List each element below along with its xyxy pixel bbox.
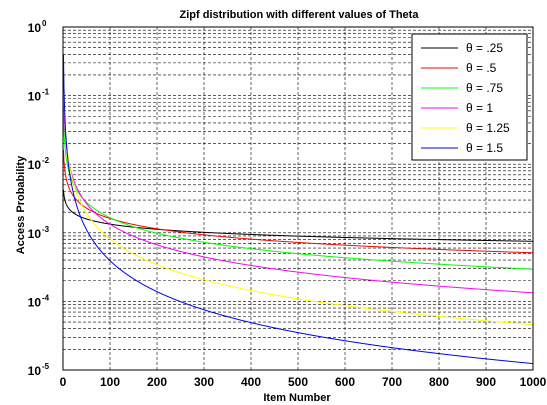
legend-entry: θ = 1.25 — [421, 121, 510, 135]
legend-entry: θ = .75 — [421, 81, 503, 95]
x-tick-label: 900 — [476, 375, 496, 389]
x-tick-label: 1000 — [520, 375, 547, 389]
x-tick-label: 800 — [429, 375, 449, 389]
y-tick-base: 10 — [28, 90, 42, 104]
x-tick-label: 700 — [382, 375, 402, 389]
legend: θ = .25 θ = .5 θ = .75 θ = 1 θ = 1.25 θ = 1.5 — [411, 33, 528, 161]
legend-entry: θ = 1.5 — [421, 141, 503, 155]
y-tick-base: 10 — [28, 21, 42, 35]
y-axis-label: Access Probability — [15, 155, 27, 254]
legend-label: θ = .75 — [466, 81, 503, 95]
y-tick-exponent: -4 — [42, 293, 50, 302]
series-line — [62, 114, 534, 270]
plot-frame — [62, 26, 534, 371]
y-tick-label: 10 -5 — [28, 362, 50, 378]
y-tick-label: 10 -4 — [28, 293, 50, 309]
y-tick-exponent: -2 — [42, 156, 50, 165]
series-lines — [62, 54, 534, 365]
x-tick-label: 300 — [194, 375, 214, 389]
series-line — [62, 54, 534, 365]
y-tick-base: 10 — [28, 364, 42, 378]
series-line — [62, 67, 534, 326]
legend-entry: θ = .5 — [421, 61, 497, 75]
legend-label: θ = 1 — [466, 101, 493, 115]
x-tick-label: 500 — [288, 375, 308, 389]
chart-title: Zipf distribution with different values … — [180, 9, 420, 21]
legend-entry: θ = 1 — [421, 101, 493, 115]
y-tick-exponent: 0 — [42, 19, 47, 28]
x-tick-labels: 0 100 200 300 400 500 600 700 800 900 1000 — [60, 375, 547, 389]
y-tick-label: 10 -1 — [28, 88, 50, 104]
x-tick-label: 600 — [335, 375, 355, 389]
y-tick-exponent: -5 — [42, 362, 50, 371]
legend-box — [411, 33, 528, 161]
legend-label: θ = .5 — [466, 61, 497, 75]
legend-label: θ = .25 — [466, 41, 503, 55]
series-line — [62, 189, 534, 242]
x-tick-label: 100 — [100, 375, 120, 389]
x-tick-label: 200 — [147, 375, 167, 389]
legend-entry: θ = .25 — [421, 41, 503, 55]
y-tick-label: 10 0 — [28, 19, 47, 35]
y-tick-exponent: -3 — [42, 225, 50, 234]
y-tick-label: 10 -3 — [28, 225, 50, 241]
y-tick-base: 10 — [28, 227, 42, 241]
legend-label: θ = 1.5 — [466, 141, 503, 155]
x-tick-label: 400 — [241, 375, 261, 389]
series-line — [62, 86, 534, 294]
series-line — [62, 149, 534, 254]
y-tick-label: 10 -2 — [28, 156, 50, 172]
legend-label: θ = 1.25 — [466, 121, 510, 135]
x-tick-label: 0 — [60, 375, 67, 389]
y-tick-base: 10 — [28, 295, 42, 309]
x-axis-label: Item Number — [263, 392, 331, 404]
y-tick-base: 10 — [28, 158, 42, 172]
y-tick-exponent: -1 — [42, 88, 50, 97]
